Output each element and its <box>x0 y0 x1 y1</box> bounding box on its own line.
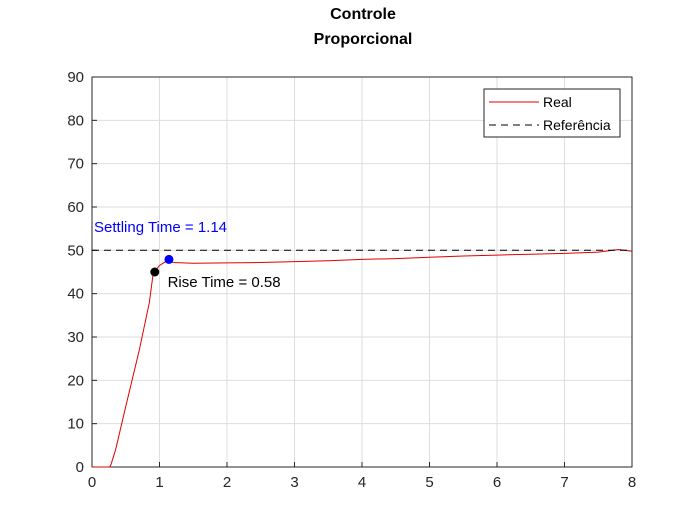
x-tick-label: 1 <box>155 474 163 491</box>
legend-box <box>483 88 621 138</box>
rise-time-marker <box>150 267 160 277</box>
marker-layer <box>150 254 174 277</box>
y-tick-label: 40 <box>67 286 84 303</box>
annotation-layer: Settling Time = 1.14 Rise Time = 0.58 <box>94 219 281 291</box>
y-tick-label: 20 <box>67 372 84 389</box>
plot-frame <box>91 76 633 468</box>
x-tick-label: 4 <box>358 474 366 491</box>
y-tick-label: 60 <box>67 199 84 216</box>
x-tick-label: 2 <box>223 474 231 491</box>
y-tick-label: 0 <box>76 459 84 476</box>
settling-time-marker <box>164 254 174 264</box>
y-tick-label: 80 <box>67 112 84 129</box>
legend: Real Referência <box>483 88 621 138</box>
series-line-real <box>92 248 633 468</box>
y-tick-label: 50 <box>67 242 84 259</box>
legend-label-real: Real <box>543 94 572 110</box>
rise-time-label: Rise Time = 0.58 <box>168 274 281 291</box>
legend-label-referencia: Referência <box>543 117 611 133</box>
y-tick-label: 90 <box>67 69 84 86</box>
series-layer <box>92 248 633 468</box>
x-tick-label: 6 <box>493 474 501 491</box>
x-tick-label: 0 <box>88 474 96 491</box>
x-tick-label: 3 <box>290 474 298 491</box>
y-tick-label: 30 <box>67 329 84 346</box>
x-tick-label: 8 <box>628 474 636 491</box>
x-tick-label: 5 <box>425 474 433 491</box>
chart-title-line-1: Controle <box>330 6 396 23</box>
settling-time-label: Settling Time = 1.14 <box>94 219 227 236</box>
chart-title-line-2: Proporcional <box>313 31 413 48</box>
x-tick-label: 7 <box>560 474 568 491</box>
y-tick-label: 70 <box>67 156 84 173</box>
y-tick-label: 10 <box>67 416 84 433</box>
